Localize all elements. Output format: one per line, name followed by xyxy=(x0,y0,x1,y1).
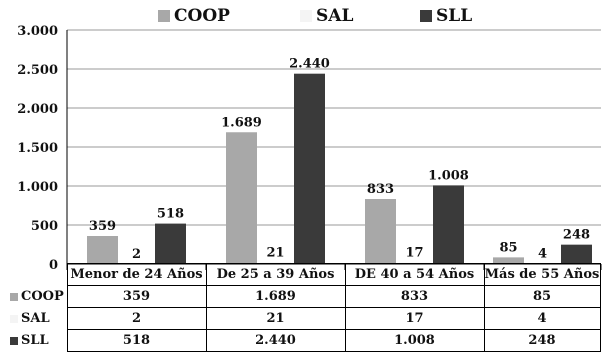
table-cell: 248 xyxy=(483,329,601,352)
bar xyxy=(493,257,524,264)
y-tick-label: 1.500 xyxy=(17,141,58,156)
table-cell: 833 xyxy=(344,285,485,308)
data-label: 359 xyxy=(89,219,116,234)
data-label: 2 xyxy=(132,247,141,262)
row-swatch-sal xyxy=(10,314,18,323)
legend: COOP SAL SLL xyxy=(0,4,608,28)
table-header-row: Menor de 24 Años De 25 a 39 Años DE 40 a… xyxy=(6,263,601,286)
table-header-cell: Más de 55 Años xyxy=(483,263,601,286)
table-cell: 17 xyxy=(344,307,485,330)
table-cell: 2.440 xyxy=(205,329,346,352)
data-label: 21 xyxy=(266,245,284,260)
table-row-label: SAL xyxy=(6,308,67,330)
table-header-cell: De 25 a 39 Años xyxy=(205,263,346,286)
table-row-label-text: SLL xyxy=(21,333,49,348)
y-tick-label: 2.500 xyxy=(17,63,58,78)
table-row-label-text: SAL xyxy=(21,311,50,326)
legend-item-coop: COOP xyxy=(158,4,230,28)
table-row-label: SLL xyxy=(6,330,67,352)
legend-item-sal: SAL xyxy=(300,4,353,28)
data-label: 1.689 xyxy=(221,115,262,130)
bar xyxy=(155,223,186,264)
data-label: 1.008 xyxy=(428,168,469,183)
row-swatch-sll xyxy=(10,336,18,345)
y-tick-label: 2.000 xyxy=(17,102,58,117)
table-header-cell: DE 40 a 54 Años xyxy=(344,263,485,286)
legend-swatch-sll xyxy=(420,10,432,22)
bar xyxy=(561,244,592,264)
bar xyxy=(87,235,118,264)
y-tick-label: 3.000 xyxy=(17,24,58,39)
legend-item-sll: SLL xyxy=(420,4,472,28)
table-cell: 518 xyxy=(66,329,207,352)
data-label: 4 xyxy=(538,247,547,262)
table-row-coop: COOP 359 1.689 833 85 xyxy=(6,285,601,308)
table-row-label-text: COOP xyxy=(21,289,64,304)
table-header-cell: Menor de 24 Años xyxy=(66,263,207,286)
data-table: Menor de 24 Años De 25 a 39 Años DE 40 a… xyxy=(6,263,601,352)
table-cell: 21 xyxy=(205,307,346,330)
table-row-label: COOP xyxy=(6,286,67,308)
data-label: 17 xyxy=(405,246,423,261)
table-cell: 1.008 xyxy=(344,329,485,352)
legend-label-coop: COOP xyxy=(174,6,230,26)
bar xyxy=(226,132,257,264)
data-label: 248 xyxy=(563,228,590,243)
y-tick-label: 500 xyxy=(31,219,58,234)
table-cell: 85 xyxy=(483,285,601,308)
table-cell: 4 xyxy=(483,307,601,330)
legend-swatch-coop xyxy=(158,10,170,22)
legend-swatch-sal xyxy=(300,10,312,22)
legend-label-sll: SLL xyxy=(436,6,473,26)
table-corner xyxy=(6,264,67,286)
table-cell: 1.689 xyxy=(205,285,346,308)
bar xyxy=(294,73,325,265)
y-tick-label: 1.000 xyxy=(17,180,58,195)
table-row-sal: SAL 2 21 17 4 xyxy=(6,307,601,330)
bar xyxy=(433,185,464,264)
table-cell: 2 xyxy=(66,307,207,330)
data-label: 85 xyxy=(499,240,517,255)
data-label: 2.440 xyxy=(289,57,330,72)
row-swatch-coop xyxy=(10,292,18,301)
table-cell: 359 xyxy=(66,285,207,308)
legend-label-sal: SAL xyxy=(316,6,354,26)
data-label: 833 xyxy=(367,182,394,197)
bar xyxy=(365,199,396,264)
table-row-sll: SLL 518 2.440 1.008 248 xyxy=(6,329,601,352)
data-label: 518 xyxy=(157,207,184,222)
y-tick-label: 0 xyxy=(49,258,58,273)
